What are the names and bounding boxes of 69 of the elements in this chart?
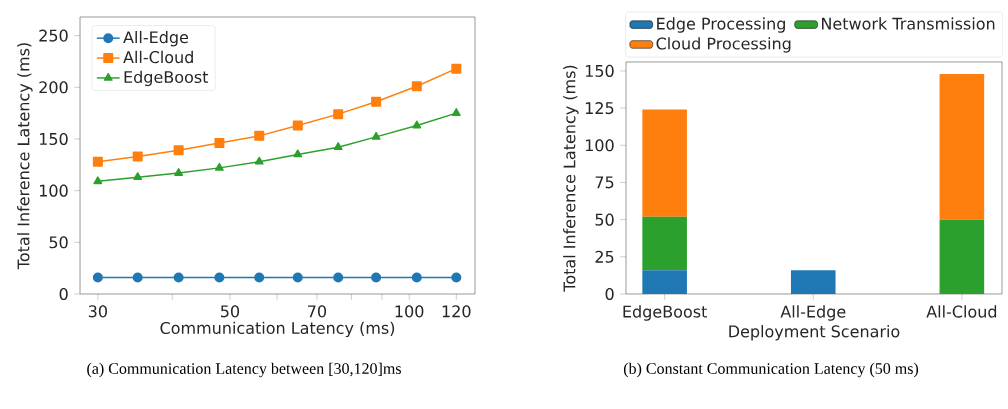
point [411,272,422,283]
y-tick-label: 250 [39,29,68,42]
point [451,63,462,74]
point [133,172,143,181]
point [333,272,344,283]
x-tick-label: All-Edge [780,305,846,321]
bar [642,109,687,217]
legend-label: EdgeBoost [124,70,209,87]
point [333,109,344,120]
point [173,145,184,156]
x-axis-title: Communication Latency (ms) [160,321,395,338]
point [254,130,265,141]
point [371,131,381,140]
point [132,151,143,162]
point [292,120,303,131]
y-tick-label: 150 [585,64,614,77]
legend-label: All-Edge [123,30,189,47]
text: (b) Constant Communication Latency (50 ms) [623,362,919,378]
y-tick-label: 200 [39,81,68,94]
point [411,81,422,92]
point [371,96,382,107]
x-tick-label: 30 [88,305,107,318]
bar [939,73,985,220]
point [333,142,343,151]
point [293,149,303,158]
y-axis-title: Total Inference Latency (ms) [17,43,33,270]
point [451,272,462,283]
legend-label: Cloud Processing [656,37,791,53]
point [174,168,184,176]
point [254,156,264,165]
x-tick-label: All-Cloud [926,305,997,318]
x-tick-label: 120 [442,305,471,318]
point [371,272,382,283]
legend-label: All-Cloud [123,50,193,64]
bar [939,219,985,294]
y-axis-title: Total Inference Latency (ms) [563,65,579,292]
x-tick-label: 50 [221,305,240,318]
point [451,108,461,116]
point [412,120,422,129]
point [214,272,225,283]
bar [642,270,687,294]
y-tick-label: 50 [595,213,614,226]
point [92,272,103,283]
point [254,272,265,283]
y-tick-label: 125 [585,102,614,115]
y-tick-label: 0 [59,287,68,301]
point [292,272,303,283]
x-axis-title: Deployment Scenario [729,325,900,341]
legend-label: Edge Processing [657,17,785,33]
x-tick-label: 70 [308,305,327,318]
x-tick-label: 100 [395,305,424,318]
y-tick-label: 0 [605,287,614,301]
point [93,176,103,185]
y-tick-label: 150 [39,132,68,145]
point [173,272,184,283]
x-tick-label: EdgeBoost [623,305,707,321]
y-tick-label: 25 [595,250,614,263]
y-tick-label: 100 [39,184,68,197]
point [132,272,143,283]
y-tick-label: 100 [585,139,614,152]
y-tick-label: 75 [595,176,614,189]
bar [642,216,687,271]
point [214,162,224,171]
point [214,138,225,149]
legend-label: Network Transmission [822,17,995,30]
point [92,156,103,167]
y-tick-label: 50 [49,236,68,249]
text: (a) Communication Latency between [30,120]ms [87,362,401,378]
bar [790,270,836,294]
